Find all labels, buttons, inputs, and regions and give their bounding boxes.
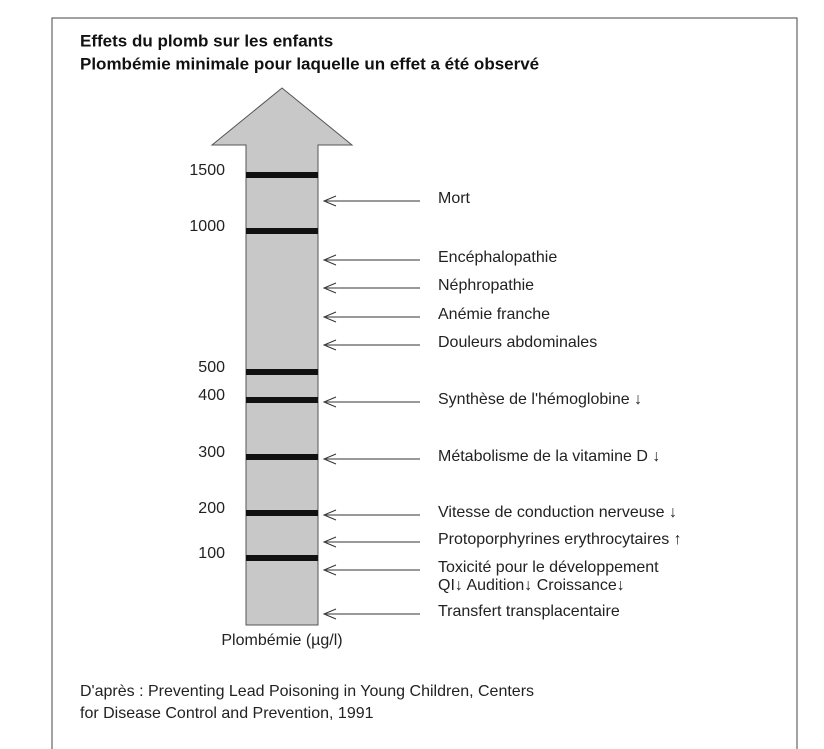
effect-label: Toxicité pour le développement <box>438 559 659 576</box>
scale-label: 1500 <box>189 162 225 179</box>
pointer-head <box>322 608 337 620</box>
effect-label: Anémie franche <box>438 306 550 323</box>
scale-bar <box>246 555 318 561</box>
axis-label: Plombémie (µg/l) <box>221 632 342 649</box>
scale-label: 500 <box>198 359 225 376</box>
scale-label: 1000 <box>189 218 225 235</box>
effect-label: Vitesse de conduction nerveuse ↓ <box>438 504 677 521</box>
pointer-head <box>322 396 337 408</box>
effect-label: Métabolisme de la vitamine D ↓ <box>438 448 660 465</box>
scale-arrow <box>210 87 354 626</box>
effect-label: Néphropathie <box>438 277 534 294</box>
scale-label: 200 <box>198 500 225 517</box>
scale-label: 400 <box>198 387 225 404</box>
frame <box>51 17 798 749</box>
effect-label: Transfert transplacentaire <box>438 603 620 620</box>
pointer-head <box>322 282 337 294</box>
source-line: D'après : Preventing Lead Poisoning in Y… <box>80 683 534 700</box>
scale-bar <box>246 454 318 460</box>
effect-label: Douleurs abdominales <box>438 334 597 351</box>
effect-label: Synthèse de l'hémoglobine ↓ <box>438 391 642 408</box>
effect-detail: QI↓ Audition↓ Croissance↓ <box>438 577 625 594</box>
pointer-head <box>322 509 337 521</box>
effect-label: Mort <box>438 190 471 207</box>
pointer-head <box>322 536 337 548</box>
scale-label: 300 <box>198 444 225 461</box>
source-line: for Disease Control and Prevention, 1991 <box>80 705 374 722</box>
pointer-head <box>322 254 337 266</box>
effect-label: Protoporphyrines erythrocytaires ↑ <box>438 531 682 548</box>
pointer-head <box>322 339 337 351</box>
pointer-head <box>322 453 337 465</box>
effect-label: Encéphalopathie <box>438 249 557 266</box>
pointer-head <box>322 311 337 323</box>
scale-bar <box>246 228 318 234</box>
scale-bar <box>246 510 318 516</box>
title: Effets du plomb sur les enfants <box>80 31 333 50</box>
pointer-head <box>322 564 337 576</box>
pointer-head <box>322 195 337 207</box>
scale-bar <box>246 172 318 178</box>
subtitle: Plombémie minimale pour laquelle un effe… <box>80 54 539 73</box>
scale-bar <box>246 397 318 403</box>
scale-bar <box>246 369 318 375</box>
scale-label: 100 <box>198 545 225 562</box>
